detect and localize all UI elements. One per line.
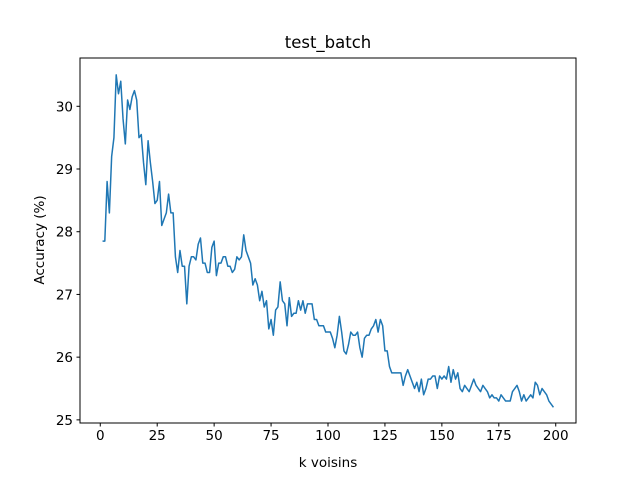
x-tick-label: 0: [96, 428, 105, 444]
x-tick-label: 200: [543, 428, 569, 444]
chart-title: test_batch: [285, 33, 372, 53]
x-tick-label: 150: [429, 428, 455, 444]
y-axis-label: Accuracy (%): [32, 195, 48, 284]
x-tick-label: 125: [372, 428, 398, 444]
y-tick-label: 25: [56, 413, 73, 429]
y-tick-label: 29: [56, 162, 73, 178]
y-tick-label: 26: [56, 350, 73, 366]
plot-frame: [79, 57, 577, 424]
x-tick-label: 50: [206, 428, 223, 444]
x-tick-label: 25: [149, 428, 166, 444]
x-axis-label: k voisins: [299, 455, 357, 471]
x-tick-label: 100: [315, 428, 341, 444]
y-tick-label: 28: [56, 225, 73, 241]
x-tick-label: 75: [262, 428, 279, 444]
y-tick-label: 27: [56, 287, 73, 303]
x-tick-label: 175: [486, 428, 512, 444]
y-tick-label: 30: [56, 99, 73, 115]
data-line: [102, 74, 555, 408]
